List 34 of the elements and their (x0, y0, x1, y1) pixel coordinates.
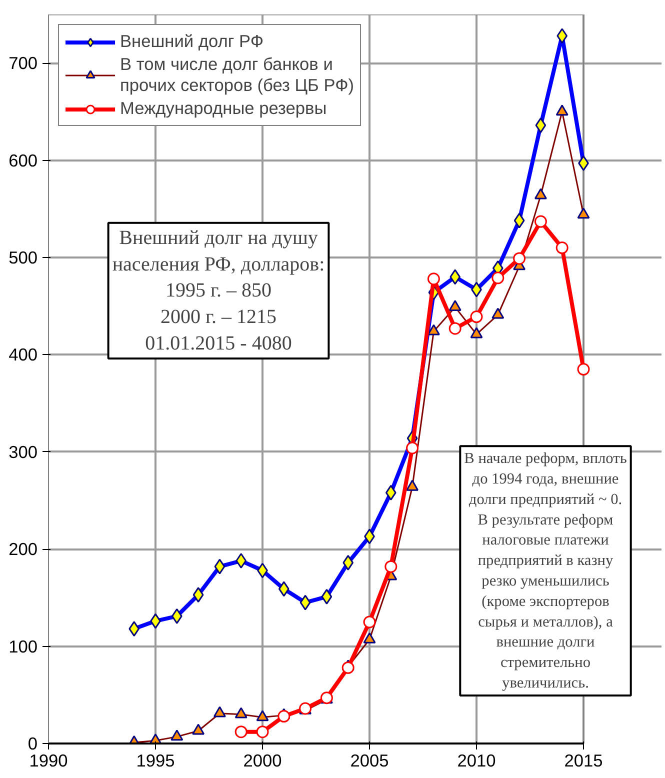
point (448, 322, 462, 335)
point (342, 661, 354, 674)
x-tick-label: 1990 (29, 750, 68, 770)
x-tick-label: 1995 (136, 750, 175, 770)
x-tick-label: 2015 (564, 750, 603, 770)
point (534, 215, 547, 228)
legend-label: Международные резервы (120, 98, 327, 119)
x-tick-label: 2000 (243, 750, 282, 770)
legend-label: В том числе долг банков и прочих секторов (без ЦБ РФ) (120, 54, 354, 96)
text: В начале реформ, вплоть до 1994 года, внешние долги предприятий ~ 0. В результате реформ налоговые платежи предприятий в казну резко уменьшились (кроме экспортеров сырья и металлов), а внешние долги стремительно увеличились. (464, 450, 627, 692)
x-tick-label: 2010 (457, 750, 496, 770)
point (278, 710, 290, 723)
point (577, 363, 590, 376)
y-tick-label: 500 (8, 248, 38, 268)
y-tick-label: 400 (8, 344, 38, 365)
legend-label: Внешний долг РФ (120, 31, 264, 52)
y-tick-label: 200 (8, 539, 38, 560)
point (470, 310, 483, 324)
point (406, 442, 419, 454)
point (384, 560, 398, 573)
point (427, 272, 440, 286)
y-tick-label: 700 (8, 53, 38, 74)
y-tick-label: 0 (28, 734, 38, 754)
y-tick-label: 600 (8, 150, 38, 170)
point (492, 272, 504, 284)
point (363, 616, 376, 628)
annotation: Внешний долг на душу населения РФ, долларов: 1995 г. – 850 2000 г. – 1215 01.01.2015 - 4080 (112, 226, 325, 354)
y-tick-label: 300 (8, 442, 38, 462)
point (256, 726, 269, 738)
point (556, 242, 568, 254)
x-tick-label: 2005 (350, 750, 389, 770)
point (513, 252, 526, 265)
y-tick-label: 100 (8, 636, 38, 656)
point (234, 726, 248, 738)
